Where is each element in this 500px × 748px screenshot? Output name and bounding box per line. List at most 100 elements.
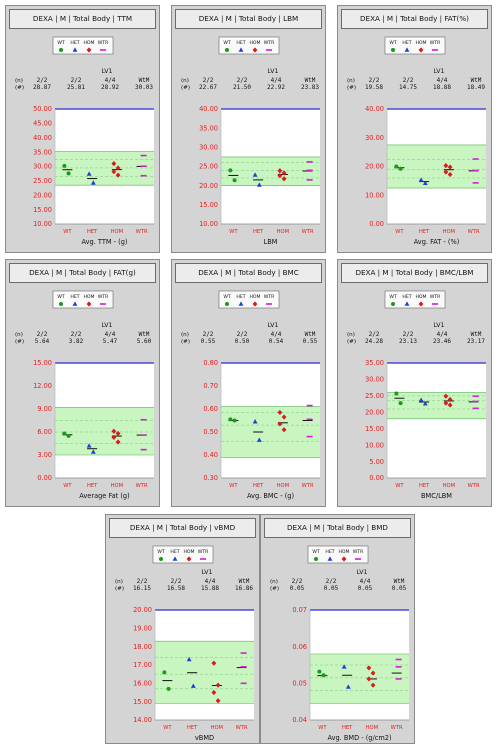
legend-label: WT	[223, 40, 231, 46]
legend-label: HET	[170, 549, 179, 555]
data-point-triangle	[172, 556, 178, 561]
legend-label: HET	[236, 294, 245, 300]
data-point-dash	[395, 678, 402, 680]
stats-row-label: (#)	[181, 339, 190, 345]
stats-mean-value: 0.50	[235, 338, 250, 345]
legend-label: HET	[70, 294, 79, 300]
x-tick-label: HET	[342, 725, 353, 731]
stats-mean-value: 0.05	[358, 585, 373, 592]
x-axis-label: Avg. TTM - (g)	[82, 238, 128, 246]
stats-n-value: WtM	[394, 578, 405, 585]
data-point-circle	[228, 417, 233, 422]
legend-box	[52, 36, 114, 55]
legend-box	[52, 290, 114, 309]
legend-label: HOM	[249, 40, 260, 46]
data-point-dash	[306, 404, 313, 407]
stats-n-value: 2/2	[326, 578, 337, 585]
reference-band	[55, 151, 154, 186]
data-point-diamond	[215, 698, 221, 704]
stats-mean-value: 23.83	[301, 84, 319, 91]
series-wt	[394, 164, 405, 171]
stats-header: LV1	[268, 322, 279, 329]
x-tick-label: WT	[395, 229, 404, 235]
plot-area: 0.00 5.00 10.00 15.00 20.00 25.00 30.00 35.00 WT…	[365, 359, 486, 500]
series-hom	[111, 161, 122, 178]
data-point-triangle	[90, 180, 96, 185]
chart-panel-bmc-lbm: DEXA | M | Total Body | BMC/LBM WT HET HOM…	[337, 259, 492, 507]
y-tick-label: 10.00	[199, 220, 218, 228]
legend-box	[384, 36, 446, 55]
data-point-dash	[432, 303, 438, 305]
stats-row-label: (#)	[15, 339, 24, 345]
stats-row-label: (n)	[115, 579, 123, 585]
data-point-triangle	[422, 401, 428, 406]
stats-mean-value: 23.46	[433, 338, 451, 345]
x-tick-label: HET	[87, 229, 98, 235]
data-point-dash	[306, 169, 313, 172]
data-point-dash	[266, 49, 272, 51]
data-point-diamond	[281, 170, 287, 176]
chart-panel-fat-g: DEXA | M | Total Body | FAT(g) WT HET HOM W…	[5, 259, 160, 507]
chart-panel-bmc: DEXA | M | Total Body | BMC WT HET HOM WTR L…	[171, 259, 326, 507]
stats-header: LV1	[202, 569, 213, 576]
stats-mean-value: 18.88	[433, 84, 451, 91]
data-point-dash	[100, 49, 106, 51]
stats-mean-value: 5.64	[35, 338, 50, 345]
y-tick-label: 40.00	[199, 105, 218, 113]
chart-panel-fat-pct: DEXA | M | Total Body | FAT(%) WT HET HOM W…	[337, 5, 492, 253]
y-tick-label: 0.60	[203, 405, 218, 413]
x-tick-label: WT	[63, 229, 72, 235]
stats-mean-value: 14.75	[399, 84, 417, 91]
x-tick-label: WT	[63, 483, 72, 489]
legend: WT HET HOM WTR	[307, 545, 369, 564]
data-point-dash	[472, 407, 479, 410]
y-tick-label: 0.00	[369, 474, 384, 482]
legend-label: HET	[402, 294, 411, 300]
stats-mean-value: 16.15	[133, 585, 151, 592]
data-point-triangle	[72, 301, 78, 306]
y-tick-label: 35.00	[365, 359, 384, 367]
plot-background	[387, 363, 486, 478]
x-axis-label: BMC/LBM	[421, 492, 452, 500]
x-axis-label: Avg. BMC - (g)	[247, 492, 294, 500]
x-tick-label: WT	[163, 725, 172, 731]
chart-plot: WT HET HOM WTR LV1 (n)(#) 2/2 2/2 4/4 WtM 16.15 16.…	[115, 545, 254, 742]
stats-n-value: 4/4	[437, 331, 448, 338]
plot-area: 10.00 15.00 20.00 25.00 30.00 35.00 40.00 WT HET…	[199, 105, 320, 246]
x-axis-label: Average Fat (g)	[79, 492, 129, 500]
y-tick-label: 25.00	[33, 177, 52, 185]
x-axis-label: Avg. FAT - (%)	[414, 238, 460, 246]
data-point-dash	[140, 448, 147, 451]
legend-label: WTR	[430, 294, 441, 300]
stats-mean-value: 5.47	[103, 338, 118, 345]
stats-mean-value: 0.55	[303, 338, 318, 345]
y-tick-label: 15.00	[199, 201, 218, 209]
legend-label: WT	[157, 549, 165, 555]
stats-n-value: 2/2	[203, 331, 214, 338]
stats-row-label: (n)	[347, 332, 355, 338]
data-point-triangle	[186, 656, 192, 662]
data-point-dash	[306, 435, 313, 438]
series-wt	[228, 417, 239, 423]
stats-mean-value: 21.50	[233, 84, 251, 91]
x-tick-label: WTR	[136, 229, 148, 235]
stats-header: LV1	[434, 68, 445, 75]
stats-n-value: 4/4	[360, 578, 371, 585]
y-tick-label: 0.06	[292, 643, 307, 651]
stats-n-value: 2/2	[37, 331, 48, 338]
data-point-dash	[140, 174, 147, 177]
y-tick-label: 40.00	[365, 105, 384, 113]
legend-label: WT	[312, 549, 320, 555]
y-tick-label: 0.30	[203, 474, 218, 482]
x-tick-label: WTR	[136, 483, 148, 489]
stats-mean-value: 23.13	[399, 338, 417, 345]
stats-mean-value: 25.81	[67, 84, 85, 91]
reference-band	[310, 654, 409, 704]
stats-n-value: 4/4	[271, 77, 282, 84]
legend-label: WTR	[98, 40, 109, 46]
legend-label: HOM	[415, 294, 426, 300]
x-tick-label: HET	[253, 483, 264, 489]
reference-band	[221, 406, 320, 458]
y-tick-label: 30.00	[365, 376, 384, 384]
data-point-triangle	[327, 556, 333, 561]
